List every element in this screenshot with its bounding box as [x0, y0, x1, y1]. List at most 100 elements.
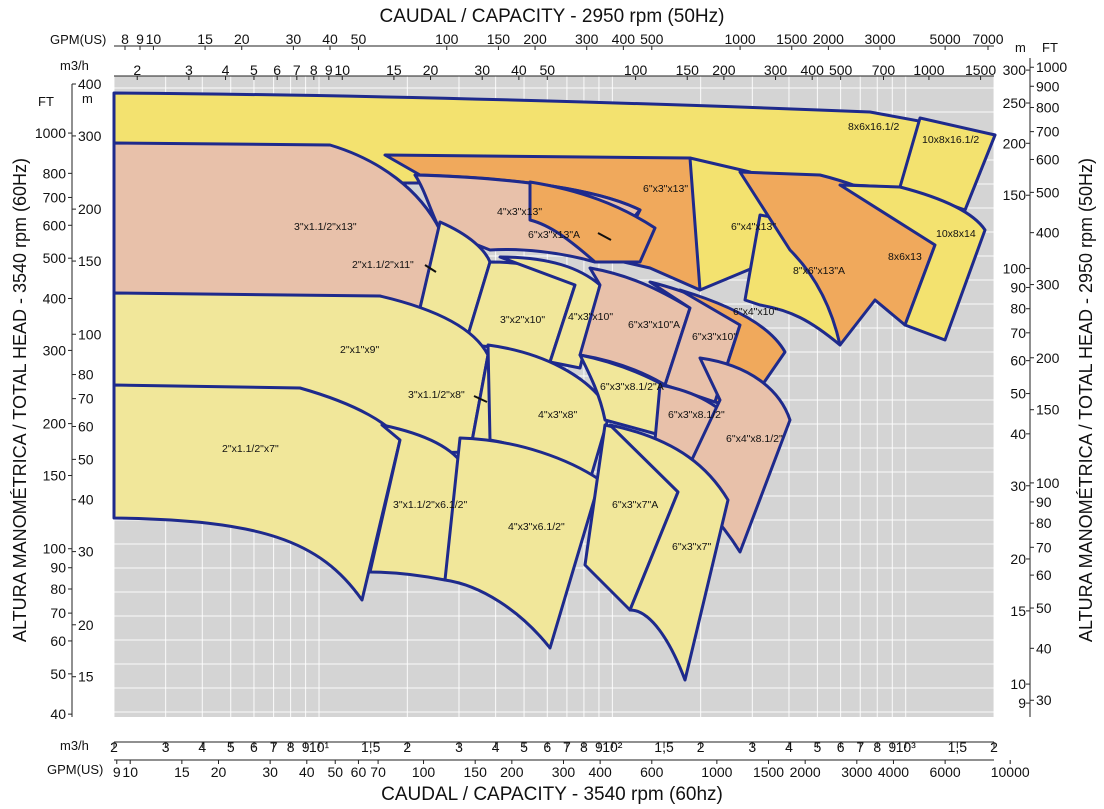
label-6x3x7: 6"x3"x7" — [672, 541, 711, 553]
right-m-tick-label: 15 — [1010, 603, 1026, 619]
label-6x3x8-1-2a: 6"x3"x8.1/2"A — [600, 381, 664, 393]
top-gpm-tick-label: 40 — [322, 31, 338, 47]
left-m-tick-label: 60 — [78, 418, 94, 434]
top-gpm-tick-label: 3000 — [864, 31, 895, 47]
bottom-m3h-unit: m3/h — [60, 738, 89, 753]
top-gpm-tick-label: 200 — [523, 31, 547, 47]
right-m-tick-label: 250 — [1003, 95, 1027, 111]
left-m-tick-label: 400 — [78, 76, 102, 92]
label-2x1-1-2x11: 2"x1.1/2"x11" — [352, 259, 414, 271]
top-gpm-tick-label: 100 — [435, 31, 459, 47]
right-ft-tick-label: 400 — [1036, 225, 1060, 241]
top-gpm-tick-label: 8 — [121, 31, 129, 47]
top-m3h-tick-label: 20 — [423, 62, 439, 78]
bottom-gpm-tick-label: 3000 — [841, 764, 872, 780]
bottom-gpm-tick-label: 150 — [464, 764, 488, 780]
bottom-gpm-tick-label: 10000 — [991, 764, 1030, 780]
bottom-gpm-unit: GPM(US) — [47, 762, 103, 777]
label-4x3x6-1-2: 4"x3"x6.1/2" — [508, 521, 565, 533]
top-m3h-tick-label: 8 — [310, 62, 318, 78]
label-6x3x7a: 6"x3"x7"A — [612, 499, 658, 511]
right-ft-tick-label: 80 — [1036, 515, 1052, 531]
bottom-gpm-tick-label: 300 — [552, 764, 576, 780]
left-ft-unit: FT — [38, 94, 54, 109]
left-m-tick-label: 200 — [78, 201, 102, 217]
top-gpm-tick-label: 400 — [612, 31, 636, 47]
right-ft-unit: FT — [1042, 40, 1058, 55]
right-ft-tick-label: 30 — [1036, 692, 1052, 708]
left-ft-tick-label: 500 — [43, 250, 67, 266]
top-m3h-tick-label: 500 — [829, 62, 853, 78]
bottom-gpm-tick-label: 600 — [640, 764, 664, 780]
bottom-gpm-tick-label: 70 — [370, 764, 386, 780]
right-m-tick-label: 150 — [1003, 187, 1027, 203]
left-ft-tick-label: 200 — [43, 416, 67, 432]
right-m-tick-label: 10 — [1010, 676, 1026, 692]
right-ft-tick-label: 40 — [1036, 640, 1052, 656]
pointer-arrow — [424, 264, 437, 273]
left-ft-tick-label: 300 — [43, 342, 67, 358]
right-m-tick-label: 50 — [1010, 386, 1026, 402]
left-axis-title: ALTURA MANOMÉTRICA / TOTAL HEAD - 3540 r… — [10, 158, 30, 642]
top-m3h-tick-label: 10 — [334, 62, 350, 78]
region-4x3x6-1-2 — [443, 436, 602, 650]
pointer-arrow — [473, 395, 488, 403]
left-m-tick-label: 70 — [78, 391, 94, 407]
region-6x3x13a — [528, 180, 657, 264]
top-gpm-tick-label: 15 — [197, 31, 213, 47]
right-m-unit: m — [1015, 40, 1026, 55]
top-m3h-tick-label: 6 — [273, 62, 281, 78]
top-m3h-tick-label: 40 — [511, 62, 527, 78]
top-m3h-tick-label: 4 — [222, 62, 230, 78]
bottom-gpm-tick-label: 4000 — [878, 764, 909, 780]
right-m-tick-label: 100 — [1003, 260, 1027, 276]
left-ft-tick-label: 100 — [43, 541, 67, 557]
top-m3h-unit: m3/h — [60, 58, 89, 73]
bottom-gpm-tick-label: 20 — [211, 764, 227, 780]
top-gpm-tick-label: 30 — [286, 31, 302, 47]
label-10x8x16-1-2: 10x8x16.1/2 — [922, 134, 979, 146]
left-m-tick-label: 40 — [78, 492, 94, 508]
left-ft-tick-label: 600 — [43, 217, 67, 233]
left-ft-tick-label: 150 — [43, 468, 67, 484]
label-8x6x16-1-2: 8x6x16.1/2 — [848, 121, 900, 133]
label-6x4x8-1-2: 6"x4"x8.1/2" — [726, 433, 783, 445]
top-gpm-tick-label: 1000 — [725, 31, 756, 47]
bottom-gpm-tick-label: 100 — [412, 764, 436, 780]
bottom-gpm-tick-label: 15 — [174, 764, 190, 780]
label-3x2x10: 3"x2"x10" — [500, 314, 545, 326]
right-m-tick-label: 20 — [1010, 551, 1026, 567]
top-gpm-tick-label: 7000 — [972, 31, 1003, 47]
left-ft-tick-label: 400 — [43, 290, 67, 306]
tick-labels: 2 3 4 5 6 7 8 9 10¹ 1,5 2 3 4 5 6 7 8 9 10² 1,5 2 3 4 5 6 7 8 9 10³ 1… — [35, 31, 1068, 780]
right-m-tick-label: 30 — [1010, 478, 1026, 494]
right-ft-tick-label: 600 — [1036, 151, 1060, 167]
top-gpm-tick-label: 1500 — [776, 31, 807, 47]
bottom-gpm-tick-label: 50 — [327, 764, 343, 780]
top-m3h-tick-label: 300 — [764, 62, 788, 78]
left-ft-tick-label: 40 — [50, 706, 66, 722]
performance-regions — [112, 91, 997, 682]
top-m3h-tick-label: 200 — [712, 62, 736, 78]
bottom-axis-title: CAUDAL / CAPACITY - 3540 rpm (60hz) — [381, 784, 723, 805]
right-ft-tick-label: 70 — [1036, 539, 1052, 555]
right-ft-tick-label: 500 — [1036, 184, 1060, 200]
left-m-tick-label: 20 — [78, 617, 94, 633]
right-m-tick-label: 70 — [1010, 325, 1026, 341]
right-m-tick-label: 40 — [1010, 426, 1026, 442]
region-4x3x10 — [498, 255, 602, 370]
label-6x3x13: 6"x3"x13" — [643, 183, 688, 195]
right-ft-tick-label: 200 — [1036, 350, 1060, 366]
left-ft-tick-label: 50 — [50, 666, 66, 682]
top-m3h-tick-label: 5 — [250, 62, 258, 78]
label-3x1-1-2x6-1-2: 3"x1.1/2"x6.1/2" — [393, 499, 468, 511]
top-m3h-tick-label: 100 — [624, 62, 648, 78]
pointer-arrow — [597, 232, 612, 241]
top-gpm-tick-label: 150 — [487, 31, 511, 47]
region-6x3x7 — [608, 423, 730, 682]
top-m3h-tick-label: 700 — [872, 62, 896, 78]
top-gpm-tick-label: 300 — [575, 31, 599, 47]
label-8x6x13a: 8"x6"x13"A — [793, 265, 845, 277]
right-ft-tick-label: 700 — [1036, 124, 1060, 140]
